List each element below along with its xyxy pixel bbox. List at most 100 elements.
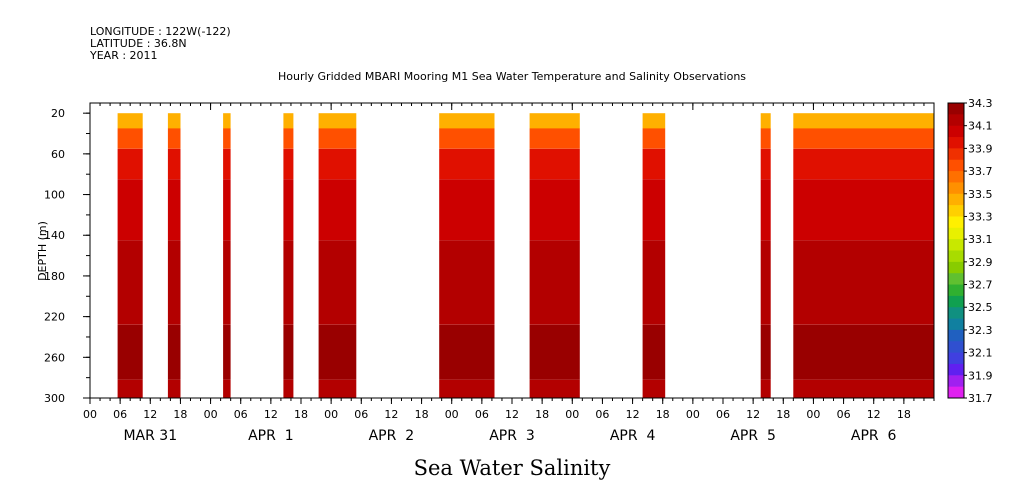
- data-cell: [793, 128, 934, 149]
- colorbar-label: 31.7: [968, 392, 993, 405]
- colorbar-label: 33.1: [968, 233, 993, 246]
- data-cell: [529, 379, 580, 398]
- y-tick-label: 140: [44, 229, 65, 242]
- data-cell: [439, 148, 495, 180]
- y-tick-label: 180: [44, 270, 65, 283]
- colorbar-label: 32.1: [968, 347, 993, 360]
- longitude-label: LONGITUDE : 122W(-122): [90, 25, 231, 38]
- x-tick-label: 06: [113, 408, 127, 421]
- data-cell: [223, 148, 231, 180]
- y-tick-label: 20: [51, 107, 65, 120]
- colorbar-swatch: [948, 386, 964, 399]
- x-tick-label: 06: [716, 408, 730, 421]
- x-tick-label: 00: [686, 408, 700, 421]
- x-tick-label: 00: [445, 408, 459, 421]
- colorbar-swatch: [948, 375, 964, 388]
- data-cell: [223, 113, 231, 129]
- data-cell: [318, 148, 357, 180]
- data-cell: [529, 128, 580, 149]
- x-tick-label: 18: [415, 408, 429, 421]
- axes: 00 06 12 18 00 06 12 18 00 06 12 18 00 06 12 18 00 06 12 18…: [44, 102, 935, 444]
- y-tick-label: 300: [44, 392, 65, 405]
- day-label: APR 5: [730, 428, 776, 444]
- data-cell: [642, 113, 666, 129]
- colorbar-label: 32.9: [968, 256, 993, 269]
- x-tick-label: 18: [294, 408, 308, 421]
- colorbar-label: 33.5: [968, 188, 993, 201]
- colorbar-swatch: [948, 171, 964, 183]
- colorbar-swatch: [948, 352, 964, 365]
- colorbar-swatch: [948, 137, 964, 149]
- data-cell: [167, 179, 181, 241]
- colorbar-label: 33.7: [968, 165, 993, 178]
- data-cell: [283, 379, 294, 398]
- colorbar-swatch: [948, 216, 964, 229]
- data-cell: [117, 148, 143, 180]
- data-cell: [642, 179, 666, 241]
- colorbar-swatch: [948, 159, 964, 172]
- y-tick-label: 60: [51, 148, 65, 161]
- chart-title: Hourly Gridded MBARI Mooring M1 Sea Wate…: [278, 70, 746, 83]
- data-cell: [642, 324, 666, 380]
- data-cell: [223, 128, 231, 149]
- x-tick-label: 18: [897, 408, 911, 421]
- data-cell: [760, 379, 771, 398]
- x-tick-label: 06: [837, 408, 851, 421]
- data-cell: [642, 128, 666, 149]
- x-tick-label: 12: [626, 408, 640, 421]
- data-cell: [439, 324, 495, 380]
- data-cell: [283, 179, 294, 241]
- day-label: APR 2: [369, 428, 415, 444]
- y-tick-label: 260: [44, 351, 65, 364]
- data-cell: [642, 240, 666, 325]
- colorbar-swatch: [948, 295, 964, 308]
- data-cell: [283, 148, 294, 180]
- data-cell: [117, 379, 143, 398]
- x-tick-label: 06: [595, 408, 609, 421]
- data-cell: [642, 148, 666, 180]
- colorbar-frame: [947, 102, 965, 399]
- colorbar-swatch: [948, 182, 964, 195]
- data-cell: [167, 240, 181, 325]
- data-cell: [760, 240, 771, 325]
- x-tick-label: 18: [776, 408, 790, 421]
- data-cell: [117, 113, 143, 129]
- plot-area: [117, 113, 934, 398]
- day-label: MAR 31: [123, 428, 177, 444]
- colorbar-swatch: [948, 250, 964, 263]
- data-cell: [760, 128, 771, 149]
- data-cell: [529, 179, 580, 241]
- chart-subtitle: Sea Water Salinity: [414, 456, 611, 480]
- colorbar-label: 31.9: [968, 369, 993, 382]
- x-tick-label: 06: [475, 408, 489, 421]
- day-label: APR 3: [489, 428, 535, 444]
- data-cell: [117, 324, 143, 380]
- data-cell: [529, 324, 580, 380]
- colorbar-label: 34.1: [968, 120, 993, 133]
- y-tick-label: 100: [44, 189, 65, 202]
- data-cell: [793, 179, 934, 241]
- colorbar-swatch: [948, 205, 964, 217]
- colorbar-swatch: [948, 227, 964, 240]
- data-cell: [529, 148, 580, 180]
- colorbar-swatch: [948, 114, 964, 127]
- data-cell: [283, 240, 294, 325]
- data-cell: [760, 148, 771, 180]
- colorbar-swatch: [948, 193, 964, 206]
- colorbar-swatch: [948, 307, 964, 320]
- day-label: APR 4: [610, 428, 656, 444]
- data-cell: [318, 179, 357, 241]
- data-cell: [318, 240, 357, 325]
- data-cell: [318, 379, 357, 398]
- data-cell: [283, 324, 294, 380]
- colorbar: 34.3 34.1 33.9 33.7 33.5 33.3 33.1 32.9 32.7 32.5…: [947, 97, 993, 405]
- data-cell: [439, 240, 495, 325]
- data-cell: [529, 113, 580, 129]
- data-cell: [760, 179, 771, 241]
- x-tick-label: 00: [806, 408, 820, 421]
- data-cell: [283, 113, 294, 129]
- x-tick-label: 12: [867, 408, 881, 421]
- data-cell: [793, 324, 934, 380]
- x-tick-label: 18: [656, 408, 670, 421]
